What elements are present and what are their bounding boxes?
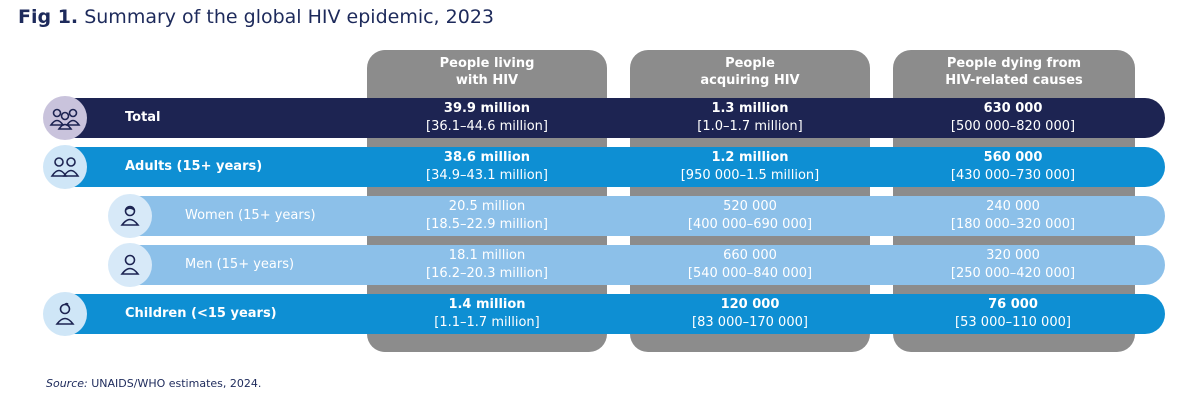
cell-total-living: 39.9 million [36.1–44.6 million] — [367, 100, 607, 136]
cell-value: 1.4 million — [448, 297, 526, 312]
cell-adults-dying: 560 000 [430 000–730 000] — [893, 149, 1133, 185]
cell-range: [430 000–730 000] — [950, 168, 1076, 183]
cell-range: [83 000–170 000] — [692, 315, 808, 330]
cell-range: [36.1–44.6 million] — [426, 119, 548, 134]
cell-men-acquiring: 660 000 [540 000–840 000] — [630, 247, 870, 283]
cell-value: 320 000 — [986, 248, 1040, 263]
cell-range: [1.1–1.7 million] — [434, 315, 540, 330]
cell-range: [400 000–690 000] — [687, 217, 813, 232]
cell-men-living: 18.1 million [16.2–20.3 million] — [367, 247, 607, 283]
cell-range: [500 000–820 000] — [950, 119, 1076, 134]
woman-icon — [108, 194, 152, 238]
cell-range: [250 000–420 000] — [950, 266, 1076, 281]
cell-adults-living: 38.6 million [34.9–43.1 million] — [367, 149, 607, 185]
source-text: UNAIDS/WHO estimates, 2024. — [91, 377, 262, 390]
figure-number: Fig 1. — [18, 6, 79, 28]
source-label: Source: — [46, 377, 88, 390]
cell-value: 38.6 million — [443, 150, 531, 165]
cell-range: [950 000–1.5 million] — [680, 168, 820, 183]
column-header-dying: People dying from HIV-related causes — [945, 56, 1083, 88]
cell-women-dying: 240 000 [180 000–320 000] — [893, 198, 1133, 234]
cell-value: 39.9 million — [443, 101, 531, 116]
cell-value: 20.5 million — [448, 199, 526, 214]
cell-range: [18.5–22.9 million] — [426, 217, 548, 232]
cell-range: [16.2–20.3 million] — [426, 266, 548, 281]
cell-adults-acquiring: 1.2 million [950 000–1.5 million] — [630, 149, 870, 185]
row-children: Children (<15 years) 1.4 million [1.1–1.… — [43, 292, 1165, 336]
row-adults: Adults (15+ years) 38.6 million [34.9–43… — [43, 145, 1165, 189]
row-label-men: Men (15+ years) — [185, 257, 295, 272]
row-label-children: Children (<15 years) — [125, 306, 277, 321]
man-icon — [108, 243, 152, 287]
cell-range: [34.9–43.1 million] — [426, 168, 548, 183]
cell-range: [1.0–1.7 million] — [697, 119, 803, 134]
column-header-living: People living with HIV — [439, 56, 535, 88]
row-label-women: Women (15+ years) — [185, 208, 316, 223]
row-total: Total 39.9 million [36.1–44.6 million] 1… — [43, 96, 1165, 140]
cell-children-dying: 76 000 [53 000–110 000] — [893, 296, 1133, 332]
cell-value: 1.3 million — [711, 101, 789, 116]
row-label-total: Total — [125, 110, 161, 125]
cell-children-acquiring: 120 000 [83 000–170 000] — [630, 296, 870, 332]
column-header-acquiring: People acquiring HIV — [700, 56, 800, 88]
cell-value: 560 000 — [983, 150, 1043, 165]
row-men: Men (15+ years) 18.1 million [16.2–20.3 … — [108, 243, 1165, 287]
cell-total-acquiring: 1.3 million [1.0–1.7 million] — [630, 100, 870, 136]
cell-value: 76 000 — [988, 297, 1038, 312]
cell-range: [540 000–840 000] — [687, 266, 813, 281]
row-label-adults: Adults (15+ years) — [125, 159, 263, 174]
cell-value: 660 000 — [723, 248, 777, 263]
cell-women-living: 20.5 million [18.5–22.9 million] — [367, 198, 607, 234]
cell-value: 630 000 — [983, 101, 1043, 116]
group-icon — [43, 96, 87, 140]
figure-title: Fig 1. Summary of the global HIV epidemi… — [18, 6, 494, 28]
cell-children-living: 1.4 million [1.1–1.7 million] — [367, 296, 607, 332]
adults-icon — [43, 145, 87, 189]
cell-value: 240 000 — [986, 199, 1040, 214]
row-women: Women (15+ years) 20.5 million [18.5–22.… — [108, 194, 1165, 238]
cell-value: 520 000 — [723, 199, 777, 214]
cell-value: 18.1 million — [448, 248, 526, 263]
cell-value: 1.2 million — [711, 150, 789, 165]
child-icon — [43, 292, 87, 336]
cell-range: [180 000–320 000] — [950, 217, 1076, 232]
cell-total-dying: 630 000 [500 000–820 000] — [893, 100, 1133, 136]
cell-men-dying: 320 000 [250 000–420 000] — [893, 247, 1133, 283]
cell-value: 120 000 — [720, 297, 780, 312]
cell-range: [53 000–110 000] — [955, 315, 1071, 330]
source-note: Source: UNAIDS/WHO estimates, 2024. — [46, 377, 261, 390]
cell-women-acquiring: 520 000 [400 000–690 000] — [630, 198, 870, 234]
figure-title-text: Summary of the global HIV epidemic, 2023 — [84, 6, 494, 28]
